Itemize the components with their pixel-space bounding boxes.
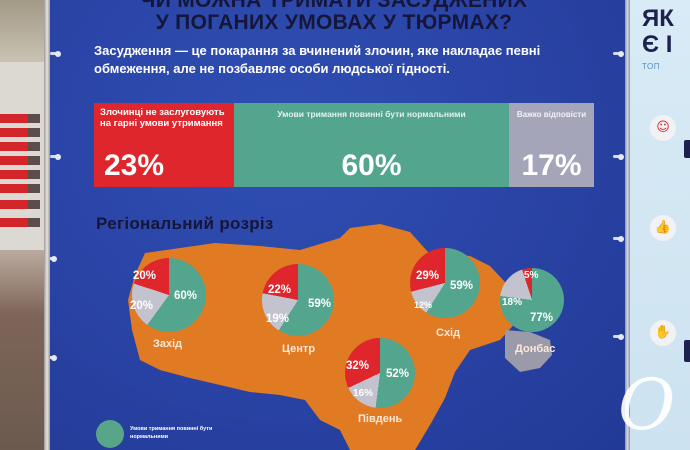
stand-pole-right xyxy=(625,0,630,450)
background-poster-row xyxy=(0,114,40,123)
grommet-pin xyxy=(50,255,57,262)
segment-value: 23% xyxy=(104,149,165,182)
background-poster-row xyxy=(0,170,40,179)
title-line-2: у поганих умовах у тюрмах? xyxy=(155,11,513,34)
adjacent-poster-subtitle: ТОП xyxy=(642,62,660,71)
legend-label: Умови тримання повинні бути нормальними xyxy=(130,426,213,440)
adjacent-text-fragment xyxy=(684,140,690,158)
pie-chart-skhid xyxy=(410,248,480,318)
background-poster-row xyxy=(0,218,40,227)
grommet-pin xyxy=(50,354,57,361)
pie-label-red: 20% xyxy=(133,270,157,282)
pie-label-red: 29% xyxy=(416,270,440,282)
bar-segment-bad-conditions: Злочинці не заслуговують на гарні умови … xyxy=(94,103,234,187)
background-poster-row xyxy=(0,142,40,151)
background-poster-row xyxy=(0,128,40,137)
region-name-zakhid: Захід xyxy=(153,338,183,350)
adjacent-poster-title: ЯК Є І xyxy=(642,6,674,58)
background-poster-row xyxy=(0,184,40,193)
poster-title: Чи можна тримати засуджених у поганих ум… xyxy=(94,0,574,34)
pie-label-red: 32% xyxy=(346,360,370,372)
region-name-pivden: Південь xyxy=(358,413,403,425)
segment-label: Умови тримання повинні бути нормальними xyxy=(277,109,466,119)
grommet-pin xyxy=(50,153,61,160)
adjacent-title-line-1: ЯК xyxy=(642,5,674,32)
thumbs-up-icon: 👍 xyxy=(650,215,676,241)
pie-label-green: 59% xyxy=(450,280,474,292)
grommet-pin xyxy=(613,235,624,242)
adjacent-poster: ЯК Є І ТОП ☺ 👍 ✋ xyxy=(630,0,690,450)
adjacent-title-line-2: Є І xyxy=(642,31,673,58)
pie-label-green: 60% xyxy=(174,290,198,302)
watermark-logo: O xyxy=(618,364,676,446)
background-poster-row xyxy=(0,156,40,165)
background-poster-row xyxy=(0,200,40,209)
grommet-pin xyxy=(613,333,624,340)
grommet-pin xyxy=(50,50,61,57)
pie-label-green: 59% xyxy=(308,298,332,310)
pie-chart-tsentr xyxy=(262,264,334,336)
grommet-pin xyxy=(613,153,624,160)
overall-stacked-bar: Злочинці не заслуговують на гарні умови … xyxy=(94,103,594,187)
mask-icon: ☺ xyxy=(650,115,676,141)
bar-segment-normal-conditions: Умови тримання повинні бути нормальними … xyxy=(234,103,509,187)
hand-icon: ✋ xyxy=(650,320,676,346)
pie-label-red: 22% xyxy=(268,284,292,296)
pie-label-gray: 12% xyxy=(414,300,433,310)
pie-chart-donbas xyxy=(500,268,564,332)
segment-label: Злочинці не заслуговують на гарні умови … xyxy=(100,107,225,129)
pie-chart-zakhid xyxy=(132,258,206,332)
pie-label-gray: 20% xyxy=(130,300,154,312)
section-title: Регіональний розріз xyxy=(96,214,274,233)
pie-label-gray: 18% xyxy=(502,297,523,308)
grommet-pin xyxy=(613,50,624,57)
legend-green-swatch xyxy=(96,420,124,448)
bar-segment-hard-to-say: Важко відповісти 17% xyxy=(509,103,594,187)
region-name-tsentr: Центр xyxy=(282,343,316,355)
background-poster xyxy=(0,62,44,250)
segment-value: 60% xyxy=(341,149,402,182)
segment-value: 17% xyxy=(521,149,582,182)
pie-label-gray: 19% xyxy=(266,313,290,325)
region-name-skhid: Схід xyxy=(436,327,461,339)
infographic-banner: Чи можна тримати засуджених у поганих ум… xyxy=(50,0,625,450)
pie-label-gray: 16% xyxy=(353,388,374,399)
region-name-donbas: Донбас xyxy=(515,343,556,355)
adjacent-text-fragment xyxy=(684,340,690,362)
pie-label-green: 52% xyxy=(386,368,410,380)
segment-label: Важко відповісти xyxy=(516,110,587,119)
stand-pole-left xyxy=(44,0,50,450)
title-line-1: Чи можна тримати засуджених xyxy=(140,0,528,12)
background-scene xyxy=(0,0,50,450)
pie-label-green: 77% xyxy=(530,312,554,324)
pie-chart-pivden xyxy=(345,338,415,408)
poster-subtitle: Засудження — це покарання за вчинений зл… xyxy=(94,43,541,76)
pie-label-red: 5% xyxy=(524,270,539,281)
ukraine-map xyxy=(128,224,552,450)
